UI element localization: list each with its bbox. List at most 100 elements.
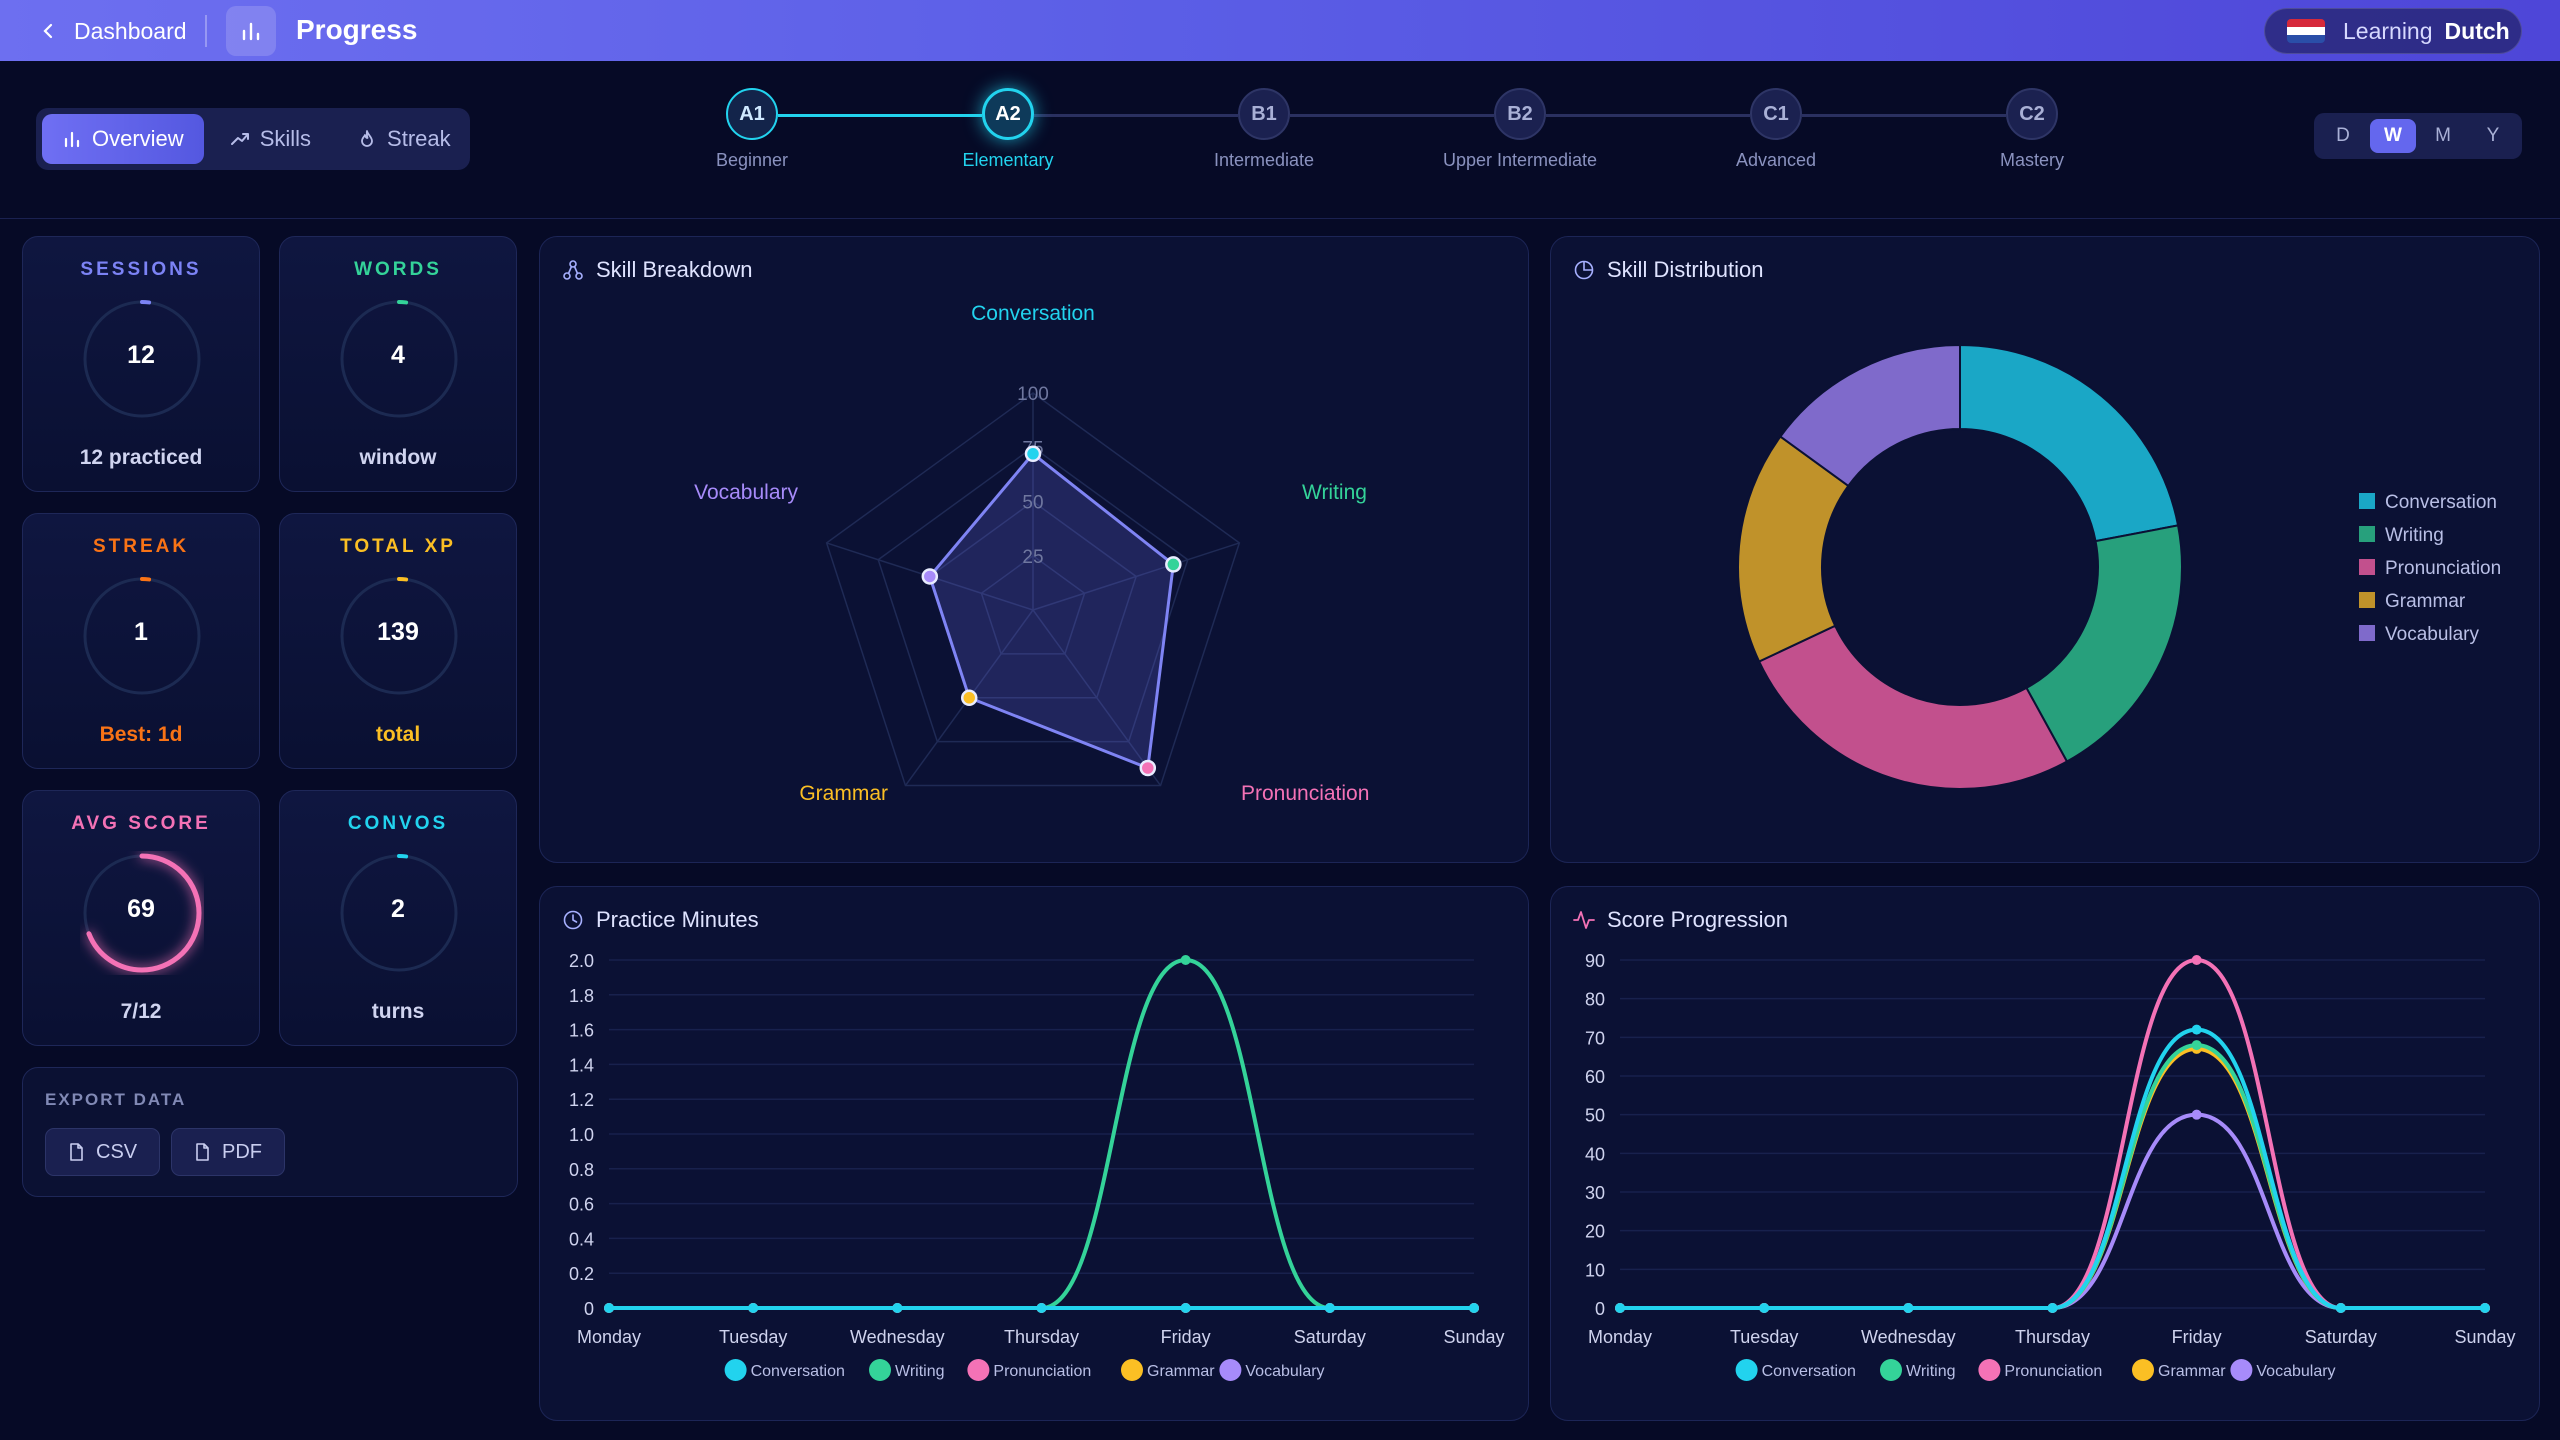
level-name: Beginner bbox=[715, 150, 789, 170]
stat-value: 4 bbox=[391, 341, 405, 369]
data-point-conversation[interactable] bbox=[1469, 1303, 1479, 1313]
tab-label: Skills bbox=[259, 126, 312, 151]
donut-slice-vocabulary[interactable] bbox=[1779, 343, 1961, 488]
level-c1[interactable]: C1 Advanced bbox=[1656, 88, 1896, 171]
level-connector bbox=[1034, 114, 1238, 117]
flag-stripe-blue bbox=[2287, 35, 2325, 43]
data-point-conversation[interactable] bbox=[1759, 1303, 1770, 1313]
x-tick-label: Wednesday bbox=[850, 1327, 945, 1347]
data-point-conversation[interactable] bbox=[892, 1303, 903, 1313]
stat-title: WORDS bbox=[354, 259, 442, 280]
donut-slice-conversation[interactable] bbox=[1959, 343, 2180, 543]
legend-label-conversation: Conversation bbox=[2385, 492, 2497, 513]
level-progress: A1 Beginner A2 Elementary B1 Intermediate B2 Up… bbox=[0, 61, 2560, 219]
legend-label-writing: Writing bbox=[2385, 525, 2444, 546]
y-tick-label: 0.4 bbox=[569, 1229, 594, 1249]
legend-label-pronunciation: Pronunciation bbox=[2004, 1363, 2102, 1380]
tab-streak[interactable]: Streak bbox=[337, 114, 471, 164]
level-a2[interactable]: A2 Elementary bbox=[888, 88, 1128, 171]
legend-label-vocabulary: Vocabulary bbox=[1245, 1363, 1324, 1380]
donut-slice-writing[interactable] bbox=[2025, 524, 2183, 763]
level-name: Mastery bbox=[1999, 150, 2064, 170]
level-a1[interactable]: A1 Beginner bbox=[632, 88, 872, 171]
top-bar: Dashboard Progress Learning Dutch bbox=[0, 0, 2560, 61]
level-code: C2 bbox=[2006, 88, 2058, 140]
back-to-dashboard-button[interactable]: Dashboard bbox=[40, 14, 187, 48]
legend-label-vocabulary: Vocabulary bbox=[2385, 624, 2480, 645]
language-selector[interactable]: Learning Dutch bbox=[2264, 8, 2522, 54]
data-point-conversation[interactable] bbox=[1615, 1303, 1625, 1313]
data-point-conversation[interactable] bbox=[2047, 1303, 2058, 1313]
donut-slice-pronunciation[interactable] bbox=[1757, 624, 2069, 790]
legend-swatch bbox=[2359, 592, 2375, 608]
export-csv-button[interactable]: CSV bbox=[45, 1128, 161, 1176]
stat-title: SESSIONS bbox=[80, 259, 202, 280]
range-month-tab[interactable]: M bbox=[2435, 125, 2451, 146]
legend-swatch bbox=[2359, 625, 2375, 641]
data-point-conversation[interactable] bbox=[604, 1303, 614, 1313]
export-title: EXPORT DATA bbox=[45, 1090, 187, 1109]
export-pdf-button[interactable]: PDF bbox=[171, 1128, 285, 1176]
csv-label: CSV bbox=[96, 1140, 138, 1163]
progress-ring bbox=[82, 853, 202, 973]
data-point-writing[interactable] bbox=[1180, 955, 1191, 965]
data-point-vocabulary[interactable] bbox=[2191, 1109, 2202, 1120]
level-b1[interactable]: B1 Intermediate bbox=[1144, 88, 1384, 171]
level-code: A1 bbox=[726, 88, 778, 140]
stat-value: 69 bbox=[127, 895, 155, 923]
level-b2[interactable]: B2 Upper Intermediate bbox=[1400, 88, 1640, 171]
legend-dot bbox=[869, 1359, 891, 1381]
radar-point-vocabulary[interactable] bbox=[921, 568, 939, 585]
score-progression-chart: 0 10 20 30 40 50 60 70 80 90 Monday Tuesday Wednesda… bbox=[1585, 951, 2516, 1381]
y-tick-label: 0 bbox=[584, 1299, 594, 1319]
level-connector bbox=[1290, 114, 1494, 117]
y-tick-label: 1.8 bbox=[569, 986, 594, 1006]
radar-point-grammar[interactable] bbox=[960, 689, 978, 707]
level-c2[interactable]: C2 Mastery bbox=[1912, 88, 2152, 171]
radar-grid-ring bbox=[825, 392, 1241, 787]
data-point-pronunciation[interactable] bbox=[2191, 955, 2202, 965]
series-line-pronunciation bbox=[1619, 957, 2485, 1310]
x-tick-label: Monday bbox=[1588, 1327, 1652, 1347]
tab-label: Overview bbox=[92, 126, 184, 151]
radar-point-conversation[interactable] bbox=[1024, 445, 1042, 463]
data-point-conversation[interactable] bbox=[1903, 1303, 1914, 1313]
data-point-conversation[interactable] bbox=[2191, 1024, 2202, 1035]
x-tick-label: Tuesday bbox=[1730, 1327, 1798, 1347]
x-tick-label: Thursday bbox=[2015, 1327, 2090, 1347]
data-point-conversation[interactable] bbox=[1180, 1303, 1191, 1313]
radar-axis-label-grammar: Grammar bbox=[799, 782, 888, 805]
practice-minutes-panel: 0 0.2 0.4 0.6 0.8 1.0 1.2 1.4 1.6 1.8 2.0 Monday Tue… bbox=[539, 886, 1529, 1421]
data-point-conversation[interactable] bbox=[748, 1303, 759, 1313]
stat-subtitle: 7/12 bbox=[120, 1000, 162, 1023]
pdf-label: PDF bbox=[222, 1140, 262, 1163]
legend-swatch bbox=[2359, 526, 2375, 542]
legend-label-grammar: Grammar bbox=[2385, 591, 2466, 612]
data-point-conversation[interactable] bbox=[1036, 1303, 1047, 1313]
data-point-conversation[interactable] bbox=[2335, 1303, 2346, 1313]
range-day-tab[interactable]: D bbox=[2336, 125, 2350, 146]
x-tick-label: Wednesday bbox=[1861, 1327, 1956, 1347]
y-tick-label: 10 bbox=[1585, 1260, 1605, 1280]
radar-point-pronunciation[interactable] bbox=[1139, 759, 1157, 777]
radar-tick-label: 100 bbox=[1017, 384, 1049, 405]
legend-label-writing: Writing bbox=[895, 1363, 945, 1380]
stat-card-sessions: SESSIONS 12 12 practiced bbox=[22, 236, 260, 492]
range-year-tab[interactable]: Y bbox=[2486, 125, 2500, 146]
y-tick-label: 90 bbox=[1585, 951, 1605, 971]
stat-card-words: WORDS 4 window bbox=[279, 236, 517, 492]
data-point-conversation[interactable] bbox=[2480, 1303, 2490, 1313]
series-line-writing bbox=[1619, 1043, 2485, 1310]
legend-label-grammar: Grammar bbox=[2158, 1363, 2226, 1380]
data-point-writing[interactable] bbox=[2191, 1040, 2202, 1051]
practice-minutes-chart: 0 0.2 0.4 0.6 0.8 1.0 1.2 1.4 1.6 1.8 2.0 Monday Tue… bbox=[569, 951, 1505, 1381]
radar-axis-label-pronunciation: Pronunciation bbox=[1241, 782, 1369, 805]
stat-title: AVG SCORE bbox=[71, 813, 211, 834]
radar-grid-ring bbox=[928, 500, 1138, 699]
range-week-tab[interactable]: W bbox=[2370, 119, 2416, 153]
data-point-conversation[interactable] bbox=[1324, 1303, 1335, 1313]
tab-skills[interactable]: Skills bbox=[210, 114, 331, 164]
level-name: Elementary bbox=[962, 150, 1054, 170]
radar-point-writing[interactable] bbox=[1165, 556, 1182, 573]
tab-overview[interactable]: Overview bbox=[42, 114, 204, 164]
